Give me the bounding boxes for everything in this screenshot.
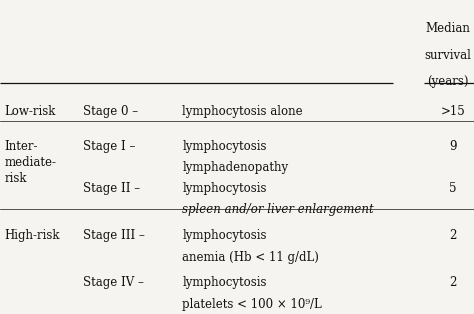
Text: Inter-
mediate-
risk: Inter- mediate- risk [5, 140, 57, 185]
Text: High-risk: High-risk [5, 229, 60, 242]
Text: 9: 9 [449, 140, 456, 153]
Text: (years): (years) [427, 75, 469, 88]
Text: Median: Median [426, 22, 470, 35]
Text: anemia (Hb < 11 g/dL): anemia (Hb < 11 g/dL) [182, 251, 319, 263]
Text: Stage III –: Stage III – [83, 229, 145, 242]
Text: survival: survival [425, 49, 471, 62]
Text: 5: 5 [449, 182, 456, 195]
Text: Stage 0 –: Stage 0 – [83, 105, 138, 118]
Text: lymphocytosis: lymphocytosis [182, 276, 267, 289]
Text: >15: >15 [440, 105, 465, 118]
Text: 2: 2 [449, 276, 456, 289]
Text: lymphadenopathy: lymphadenopathy [182, 161, 289, 174]
Text: Stage II –: Stage II – [83, 182, 140, 195]
Text: lymphocytosis: lymphocytosis [182, 140, 267, 153]
Text: 2: 2 [449, 229, 456, 242]
Text: lymphocytosis alone: lymphocytosis alone [182, 105, 303, 118]
Text: Low-risk: Low-risk [5, 105, 56, 118]
Text: lymphocytosis: lymphocytosis [182, 229, 267, 242]
Text: Stage I –: Stage I – [83, 140, 135, 153]
Text: lymphocytosis: lymphocytosis [182, 182, 267, 195]
Text: spleen and/or liver enlargement: spleen and/or liver enlargement [182, 203, 374, 216]
Text: Stage IV –: Stage IV – [83, 276, 144, 289]
Text: platelets < 100 × 10⁹/L: platelets < 100 × 10⁹/L [182, 298, 322, 311]
